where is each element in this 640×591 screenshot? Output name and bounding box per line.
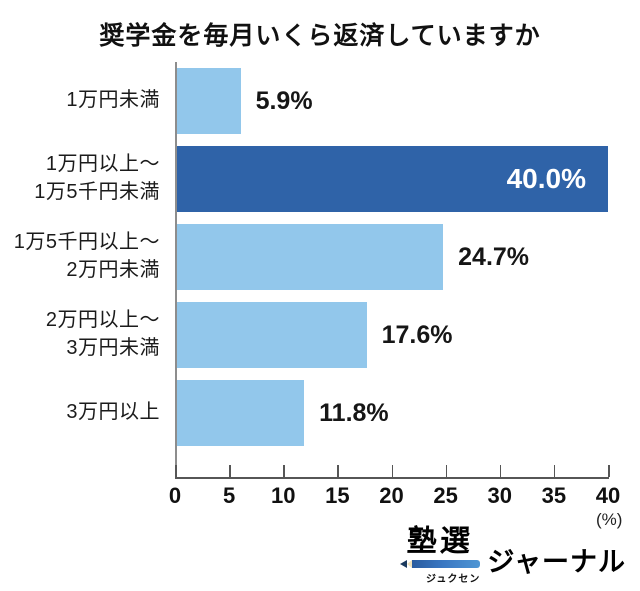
bar-plot-area: 5.9% 40.0% 24.7% 17.6% 11.8%: [177, 62, 608, 452]
logo-furigana-text: ジュクセン: [426, 574, 481, 585]
tick-label: 35: [541, 483, 567, 508]
category-label-line: 1万5千円以上〜: [13, 231, 160, 254]
bar-value-label: 17.6%: [381, 320, 453, 349]
tick-label: 10: [271, 483, 296, 508]
x-axis-unit-label: (%): [596, 510, 623, 529]
category-label: 1万円未満: [0, 62, 166, 140]
pencil-wood-icon: [407, 560, 413, 568]
logo-brand-text: 塾選: [406, 525, 475, 558]
tick-label: 25: [433, 483, 458, 508]
tick-label: 0: [168, 483, 182, 508]
tick-mark: [391, 465, 393, 477]
bar-15000-to-20000yen: [177, 224, 444, 290]
tick-mark: [553, 465, 556, 477]
tick-mark: [499, 465, 502, 477]
logo-suffix-text: ジャーナル: [487, 547, 626, 577]
tick-label: 5: [223, 483, 236, 508]
category-label: 3万円以上: [0, 374, 166, 452]
x-axis-tick-labels: 0 5 10 15 20 25 30 35 40: [169, 483, 620, 509]
y-axis-line: [175, 62, 177, 479]
pencil-icon: [400, 560, 481, 568]
tick-mark: [175, 465, 177, 477]
bar-row: 17.6%: [177, 296, 608, 374]
bar-row: 5.9%: [177, 62, 608, 140]
x-axis-line: [175, 477, 609, 479]
tick-label: 20: [379, 483, 404, 508]
bar-10000-to-15000yen: [177, 146, 608, 212]
bar-value-label: 5.9%: [255, 86, 313, 115]
category-label-line: 1万5千円未満: [34, 181, 160, 203]
tick-mark: [337, 465, 339, 477]
bar-20000-to-30000yen: [177, 302, 367, 368]
category-label-line: 2万円未満: [66, 259, 160, 281]
chart-title: 奨学金を毎月いくら返済していますか: [99, 22, 541, 50]
category-label-line: 3万円未満: [66, 337, 160, 359]
bar-under-10000yen: [177, 68, 241, 134]
tick-mark: [445, 465, 448, 477]
category-label: 1万5千円以上〜 2万円未満: [0, 218, 166, 296]
bar-over-30000yen: [177, 380, 305, 446]
logo-brand-block: 塾選 ジュクセン: [400, 525, 481, 585]
tick-label: 30: [487, 483, 512, 508]
pencil-tip-icon: [400, 560, 408, 568]
bar-row: 24.7%: [177, 218, 608, 296]
tick-mark: [229, 465, 231, 477]
category-axis-labels: 1万円未満 1万円以上〜 1万5千円未満 1万5千円以上〜 2万円未満 2万円以…: [0, 62, 166, 452]
category-label: 1万円以上〜 1万5千円未満: [0, 140, 166, 218]
bar-value-label: 24.7%: [458, 242, 530, 271]
category-label-line: 1万円以上〜: [45, 153, 160, 176]
category-label: 2万円以上〜 3万円未満: [0, 296, 166, 374]
bar-row: 40.0%: [177, 140, 608, 218]
pencil-body-icon: [412, 560, 481, 568]
bar-value-label: 40.0%: [506, 163, 586, 194]
category-label-line: 3万円以上: [66, 401, 160, 424]
bar-value-label: 11.8%: [319, 398, 389, 427]
tick-label: 40: [595, 483, 621, 508]
tick-label: 15: [325, 483, 350, 508]
tick-mark: [283, 465, 285, 477]
category-label-line: 2万円以上〜: [45, 309, 160, 332]
category-label-line: 1万円未満: [66, 89, 160, 112]
x-axis-ticks: [175, 465, 610, 477]
tick-mark: [608, 465, 610, 477]
juku-sen-journal-logo: 塾選 ジュクセン ジャーナル: [400, 525, 626, 585]
bar-row: 11.8%: [177, 374, 608, 452]
